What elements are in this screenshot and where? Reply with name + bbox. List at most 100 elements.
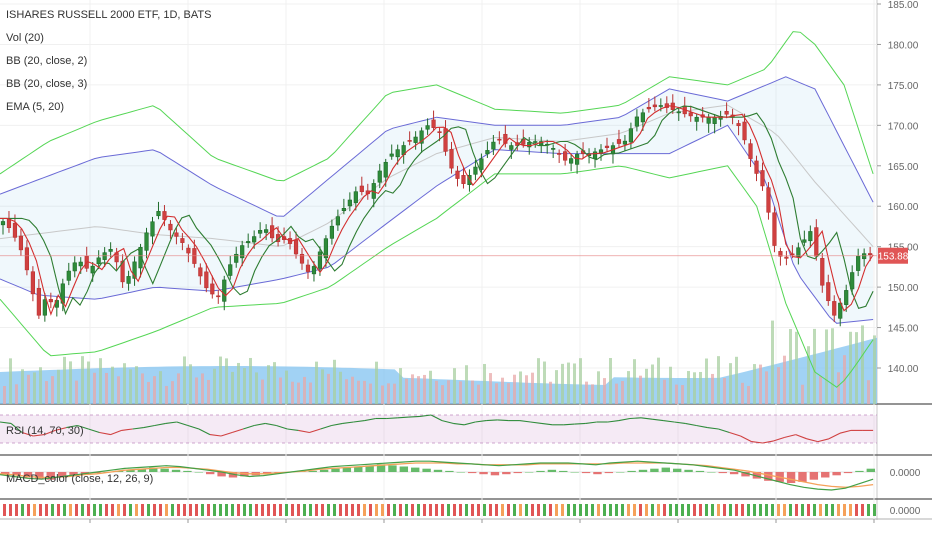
strip-bar <box>657 504 660 516</box>
strip-bar <box>849 504 852 516</box>
strip-bar <box>153 504 156 516</box>
strip-bar <box>789 504 792 516</box>
volume-bar <box>237 362 240 404</box>
macd-hist-bar <box>570 472 579 473</box>
candle-body <box>712 116 717 124</box>
strip-bar <box>279 504 282 516</box>
macd-hist-bar <box>35 472 44 479</box>
strip-bar <box>711 504 714 516</box>
macd-hist-bar <box>354 466 363 472</box>
macd-hist-bar <box>547 469 557 472</box>
macd-hist-bar <box>240 472 249 477</box>
volume-bar <box>63 356 66 404</box>
candle-body <box>491 141 496 150</box>
candle-body <box>156 211 161 217</box>
rsi-segment <box>364 417 376 422</box>
strip-bar <box>807 504 810 516</box>
strip-bar <box>735 504 738 516</box>
rsi-segment <box>21 431 34 437</box>
candle-body <box>66 270 71 281</box>
candle-body <box>102 252 107 260</box>
rsi-segment <box>331 422 343 427</box>
volume-bar <box>21 369 24 404</box>
rsi-segment <box>320 424 332 430</box>
volume-bar <box>687 371 690 404</box>
macd-hist-bar <box>433 469 443 472</box>
rsi-segment <box>563 423 575 426</box>
strip-bar <box>453 504 456 516</box>
strip-bar <box>213 504 216 516</box>
strip-bar <box>39 504 42 516</box>
strip-bar <box>309 504 312 516</box>
candle-body <box>862 253 867 260</box>
strip-bar <box>243 504 246 516</box>
volume-bar <box>735 356 738 404</box>
strip-bar <box>201 504 204 516</box>
strip-bar <box>435 504 438 516</box>
strip-bar <box>633 504 636 516</box>
macd-hist-bar <box>217 472 226 477</box>
strip-bar <box>411 504 414 516</box>
volume-bar <box>135 366 138 404</box>
volume-bar <box>99 358 102 404</box>
strip-bar <box>105 504 108 516</box>
macd-tick-label: 0.0000 <box>890 468 921 479</box>
macd-hist-bar <box>365 465 374 472</box>
volume-bar <box>693 372 696 404</box>
strip-bar <box>57 504 60 516</box>
volume-bar <box>573 363 576 404</box>
candle-body <box>557 153 562 155</box>
volume-bar <box>195 377 198 404</box>
candle-body <box>12 222 18 238</box>
strip-bar <box>759 504 762 516</box>
rsi-segment <box>386 417 398 420</box>
candle-body <box>341 208 346 211</box>
volume-bar <box>393 383 396 404</box>
y-tick-label: 170.00 <box>888 121 919 132</box>
volume-bar <box>567 362 570 404</box>
strip-bar <box>417 504 420 516</box>
volume-bar <box>477 384 480 404</box>
candle-body <box>126 276 131 284</box>
candle-body <box>527 142 532 148</box>
candle-body <box>634 116 639 127</box>
macd-hist-bar <box>206 472 215 475</box>
rsi-band <box>0 415 877 443</box>
strip-bar <box>723 504 726 516</box>
macd-hist-bar <box>467 472 477 474</box>
strip-bar <box>273 504 276 516</box>
strip-bar <box>339 504 342 516</box>
volume-bar <box>321 369 324 404</box>
volume-bar <box>45 381 48 404</box>
candle-body <box>563 151 568 161</box>
strip-bar <box>609 504 612 516</box>
chart-legend: ISHARES RUSSELL 2000 ETF, 1D, BATS Vol (… <box>6 4 211 119</box>
candle-body <box>299 253 305 264</box>
strip-bar <box>639 504 642 516</box>
rsi-segment <box>806 438 818 443</box>
volume-bar <box>747 385 750 404</box>
ema-fast-line <box>0 105 874 316</box>
macd-hist-bar <box>718 472 727 474</box>
candle-body <box>658 105 663 107</box>
candle-body <box>473 166 478 175</box>
strip-bar <box>87 504 90 516</box>
strip-bar <box>621 504 624 516</box>
candle-body <box>784 256 789 259</box>
strip-bar <box>63 504 66 516</box>
volume-bar <box>15 384 18 404</box>
macd-hist-bar <box>171 469 181 472</box>
candle-body <box>329 225 335 239</box>
rsi-segment <box>740 435 752 443</box>
candle-body <box>856 255 861 271</box>
macd-hist-bar <box>638 469 648 472</box>
y-tick-label: 180.00 <box>888 40 919 51</box>
macd-hist-bar <box>1 472 10 475</box>
strip-tick-label: 0.0000 <box>890 506 921 517</box>
candle-body <box>305 264 311 272</box>
macd-hist-bar <box>559 470 568 472</box>
candle-body <box>604 145 610 148</box>
rsi-segment <box>198 428 211 436</box>
strip-bar <box>819 504 822 516</box>
